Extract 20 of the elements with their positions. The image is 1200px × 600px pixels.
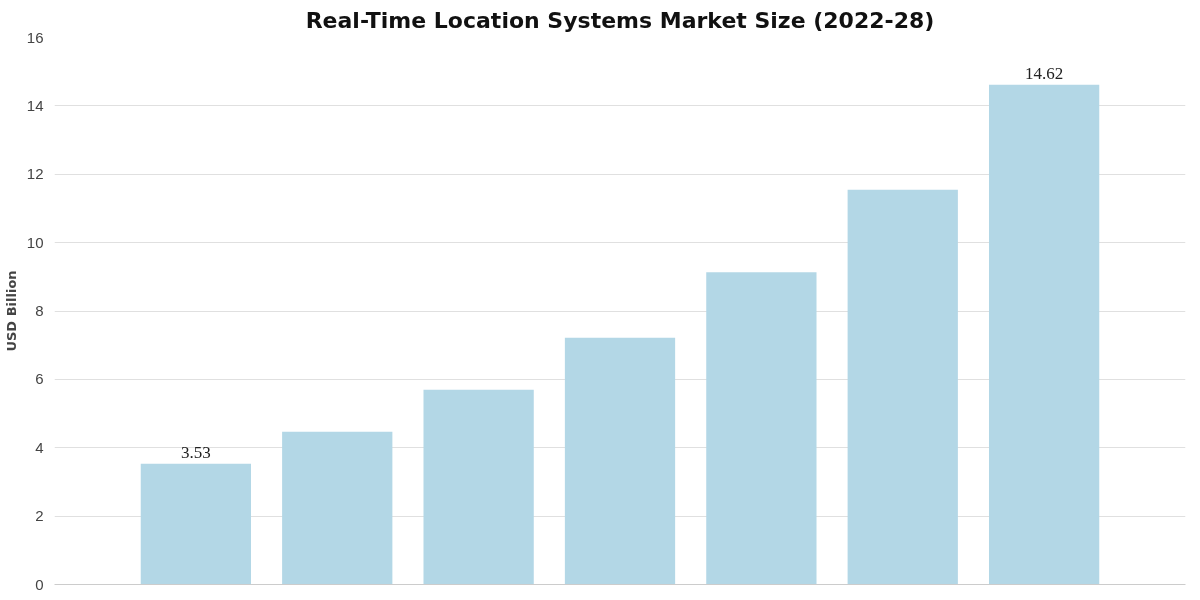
y-tick-label: 12	[26, 165, 44, 183]
bar	[282, 431, 393, 585]
bar	[988, 84, 1100, 585]
y-tick-label: 4	[35, 438, 44, 456]
bar	[847, 189, 958, 585]
y-tick-label: 2	[35, 507, 44, 525]
y-tick-label: 16	[26, 28, 44, 46]
y-tick-label: 8	[35, 302, 44, 319]
y-axis-title: USD Billion	[3, 270, 19, 352]
data-label: 3.53	[181, 442, 211, 462]
bar	[423, 389, 534, 585]
data-label: 14.62	[1025, 63, 1064, 83]
bar	[564, 337, 676, 585]
bar	[706, 272, 817, 585]
y-tick-label: 0	[35, 575, 44, 593]
y-tick-label: 10	[26, 233, 44, 251]
chart-title: Real-Time Location Systems Market Size (2022-28)	[305, 7, 935, 33]
y-tick-label: 14	[26, 96, 44, 114]
bar	[140, 463, 252, 585]
y-tick-label: 6	[35, 370, 44, 388]
